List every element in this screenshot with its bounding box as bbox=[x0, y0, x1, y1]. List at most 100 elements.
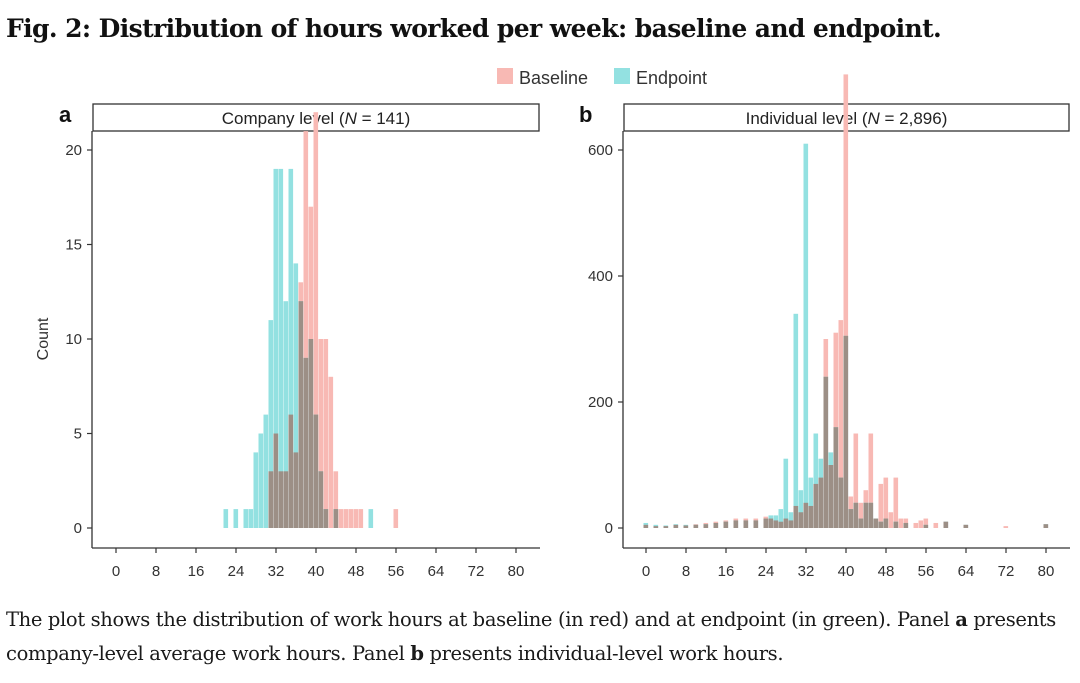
bar-endpoint-28 bbox=[783, 458, 789, 528]
x-tick-label-a-64: 64 bbox=[428, 563, 445, 580]
strip-label-b: Individual level (N = 2,896) bbox=[746, 109, 948, 128]
panel-letter-b: b bbox=[579, 102, 592, 127]
bar-baseline-49 bbox=[888, 512, 894, 528]
bar-overlap-36 bbox=[293, 452, 299, 528]
caption-panel-b-ref: b bbox=[410, 641, 424, 665]
y-tick-label-b-200: 200 bbox=[588, 394, 613, 411]
panel-letter-a: a bbox=[59, 102, 72, 127]
bar-overlap-52 bbox=[903, 522, 909, 528]
bar-overlap-35 bbox=[288, 414, 294, 528]
x-tick-label-b-56: 56 bbox=[918, 563, 935, 580]
bar-baseline-56 bbox=[393, 509, 399, 528]
bar-overlap-26 bbox=[773, 520, 779, 528]
bar-endpoint-29 bbox=[788, 512, 794, 528]
caption-text-1: The plot shows the distribution of work … bbox=[6, 608, 956, 631]
bar-baseline-45 bbox=[338, 509, 344, 528]
bar-overlap-35 bbox=[818, 477, 824, 528]
bar-baseline-42 bbox=[323, 339, 329, 528]
y-tick-label-a-5: 5 bbox=[74, 426, 82, 443]
bar-overlap-28 bbox=[783, 518, 789, 528]
bar-endpoint-31 bbox=[268, 320, 274, 528]
bar-endpoint-33 bbox=[278, 168, 284, 528]
bar-overlap-50 bbox=[893, 521, 899, 528]
bar-endpoint-51 bbox=[368, 509, 374, 528]
bar-baseline-43 bbox=[858, 502, 864, 528]
bar-baseline-58 bbox=[933, 522, 939, 528]
bar-baseline-48 bbox=[353, 509, 359, 528]
x-tick-label-b-0: 0 bbox=[642, 563, 650, 580]
panel-a: a Company level (N = 141) 0 8 16 24 32 40 48 56 64… bbox=[35, 102, 540, 580]
x-tick-label-a-24: 24 bbox=[228, 563, 245, 580]
bar-overlap-42 bbox=[853, 502, 859, 528]
bar-endpoint-27 bbox=[778, 509, 784, 528]
bar-baseline-72 bbox=[1003, 526, 1009, 528]
bar-overlap-32 bbox=[803, 502, 809, 528]
x-tick-label-b-48: 48 bbox=[878, 563, 895, 580]
bar-baseline-40 bbox=[313, 112, 319, 528]
bar-endpoint-34 bbox=[813, 433, 819, 528]
panel-b: b Individual level (N = 2,896) 0 8 16 24 32 40 4… bbox=[579, 74, 1070, 580]
x-tick-label-a-40: 40 bbox=[308, 563, 325, 580]
bar-overlap-24 bbox=[763, 518, 769, 528]
bar-baseline-47 bbox=[878, 483, 884, 528]
bar-baseline-51 bbox=[898, 518, 904, 528]
bar-overlap-60 bbox=[943, 521, 949, 528]
y-tick-label-b-400: 400 bbox=[588, 268, 613, 285]
y-tick-label-a-0: 0 bbox=[74, 520, 82, 537]
bar-overlap-2 bbox=[653, 526, 659, 528]
bar-overlap-29 bbox=[788, 520, 794, 528]
figure-caption: The plot shows the distribution of work … bbox=[6, 603, 1078, 670]
legend-swatch-endpoint bbox=[614, 68, 630, 84]
y-tick-label-b-600: 600 bbox=[588, 142, 613, 159]
bar-baseline-38 bbox=[303, 131, 309, 528]
bar-overlap-48 bbox=[883, 518, 889, 528]
bar-overlap-44 bbox=[333, 509, 339, 528]
bar-overlap-16 bbox=[723, 521, 729, 528]
strip-count-a: = 141) bbox=[357, 109, 410, 128]
bar-overlap-37 bbox=[298, 301, 304, 528]
bar-endpoint-30 bbox=[793, 313, 799, 528]
caption-text-3: presents individual-level work hours. bbox=[423, 641, 784, 665]
bar-overlap-80 bbox=[1043, 524, 1049, 528]
bar-endpoint-22 bbox=[223, 509, 229, 528]
y-tick-label-a-10: 10 bbox=[65, 331, 82, 348]
bar-overlap-43 bbox=[858, 518, 864, 528]
bar-endpoint-28 bbox=[253, 452, 259, 528]
bar-overlap-33 bbox=[808, 505, 814, 528]
strip-n-b: N bbox=[868, 109, 881, 128]
bar-endpoint-30 bbox=[263, 414, 269, 528]
bar-endpoint-36 bbox=[293, 263, 299, 528]
bar-overlap-56 bbox=[923, 524, 929, 528]
strip-count-b: = 2,896) bbox=[880, 109, 948, 128]
bar-endpoint-32 bbox=[803, 143, 809, 528]
bar-overlap-8 bbox=[683, 525, 689, 528]
bar-overlap-44 bbox=[863, 502, 869, 528]
x-tick-label-a-72: 72 bbox=[468, 563, 485, 580]
bar-overlap-4 bbox=[663, 526, 669, 528]
bar-overlap-39 bbox=[838, 477, 844, 528]
bar-overlap-64 bbox=[963, 524, 969, 528]
x-tick-label-b-72: 72 bbox=[998, 563, 1015, 580]
bar-overlap-46 bbox=[873, 518, 879, 528]
bar-endpoint-32 bbox=[273, 168, 279, 528]
bar-endpoint-33 bbox=[808, 477, 814, 528]
bar-baseline-55 bbox=[918, 520, 924, 528]
x-tick-label-a-80: 80 bbox=[508, 563, 525, 580]
x-tick-label-a-56: 56 bbox=[388, 563, 405, 580]
bar-endpoint-29 bbox=[258, 433, 264, 528]
bar-overlap-31 bbox=[798, 512, 804, 528]
x-tick-label-b-80: 80 bbox=[1038, 563, 1055, 580]
x-tick-label-a-8: 8 bbox=[152, 563, 160, 580]
bar-endpoint-34 bbox=[283, 301, 289, 528]
bar-overlap-20 bbox=[743, 520, 749, 528]
bar-baseline-45 bbox=[868, 433, 874, 528]
bar-overlap-6 bbox=[673, 524, 679, 528]
bar-baseline-46 bbox=[343, 509, 349, 528]
bar-overlap-34 bbox=[813, 483, 819, 528]
bar-overlap-31 bbox=[268, 471, 274, 528]
x-tick-label-b-32: 32 bbox=[798, 563, 815, 580]
bar-baseline-50 bbox=[893, 477, 899, 528]
bar-baseline-54 bbox=[913, 522, 919, 528]
bar-overlap-22 bbox=[753, 520, 759, 528]
x-tick-label-b-40: 40 bbox=[838, 563, 855, 580]
